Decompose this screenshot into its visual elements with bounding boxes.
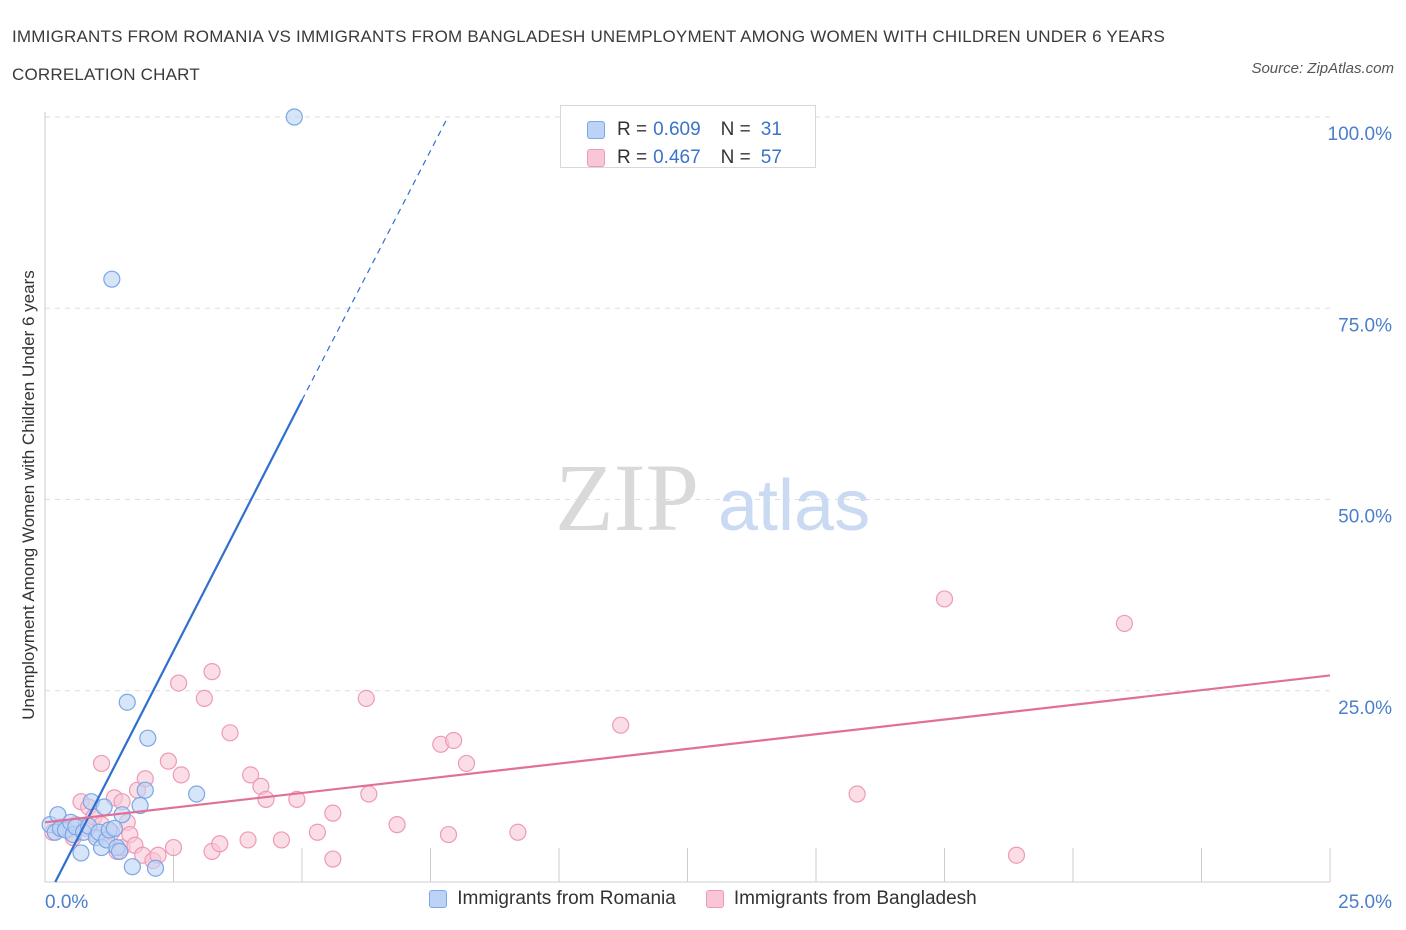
- romania-point: [95, 798, 113, 816]
- bangladesh-point: [388, 816, 406, 834]
- bangladesh-point: [257, 790, 275, 808]
- n-label: N =: [720, 147, 751, 168]
- romania-point: [136, 781, 154, 799]
- bangladesh-point: [457, 754, 476, 773]
- bangladesh-point: [509, 823, 527, 841]
- bangladesh-point: [242, 766, 260, 784]
- romania-point: [72, 844, 90, 862]
- bangladesh-point: [164, 838, 183, 857]
- romania-point: [188, 785, 206, 803]
- r-label: R =: [617, 119, 648, 140]
- bangladesh-point: [445, 731, 463, 750]
- bangladesh-point: [211, 835, 229, 853]
- x-tick-label: 25.0%: [1338, 892, 1392, 913]
- y-tick-label: 25.0%: [1338, 698, 1392, 719]
- bangladesh-point: [288, 790, 306, 808]
- bangladesh-point: [324, 804, 342, 822]
- n-label: N =: [720, 119, 751, 140]
- r-value: 0.609: [653, 119, 701, 140]
- romania-swatch: [587, 121, 605, 139]
- stats-legend: R = 0.609 N = 31 R = 0.467 N = 57: [560, 105, 816, 168]
- bangladesh-point: [92, 754, 111, 773]
- bangladesh-legend-swatch: [705, 890, 724, 908]
- bangladesh-swatch: [587, 149, 605, 167]
- romania-point: [103, 270, 121, 288]
- watermark-zip: ZIP: [555, 444, 699, 551]
- romania-point: [118, 693, 136, 711]
- bangladesh-point: [159, 752, 177, 770]
- trend-lines: [44, 120, 1331, 883]
- x-tick-label: 0.0%: [45, 892, 88, 913]
- y-tick-label: 75.0%: [1338, 315, 1392, 336]
- romania-trend-line: [54, 399, 303, 883]
- n-value: 31: [760, 119, 782, 140]
- r-value: 0.467: [653, 147, 701, 168]
- grid-lines: [45, 116, 1330, 692]
- legend-item-bangladesh[interactable]: Immigrants from Bangladesh: [705, 888, 977, 910]
- bangladesh-point: [239, 831, 257, 849]
- n-value: 57: [760, 147, 782, 168]
- bangladesh-point: [195, 689, 213, 708]
- bangladesh-point: [170, 674, 188, 692]
- romania-point: [123, 858, 141, 876]
- series-legend: Immigrants from Romania Immigrants from …: [0, 888, 1406, 910]
- r-label: R =: [617, 147, 648, 168]
- bangladesh-point: [308, 823, 327, 841]
- stats-row-bangladesh: R = 0.467 N = 57: [587, 144, 782, 172]
- source-label: Source: ZipAtlas.com: [1251, 60, 1394, 77]
- romania-point: [139, 729, 157, 747]
- romania-point: [110, 842, 129, 861]
- bangladesh-point: [935, 590, 954, 608]
- bangladesh-point: [1007, 846, 1026, 864]
- chart-title: IMMIGRANTS FROM ROMANIA VS IMMIGRANTS FR…: [12, 27, 1166, 84]
- legend-label-romania: Immigrants from Romania: [457, 888, 676, 909]
- bangladesh-point: [172, 766, 190, 784]
- y-tick-label: 100.0%: [1328, 124, 1393, 145]
- y-tick-label: 50.0%: [1338, 507, 1392, 528]
- bangladesh-point: [272, 831, 291, 849]
- tick-labels: 25.0% 50.0% 75.0% 100.0% 0.0% 25.0%: [45, 124, 1392, 913]
- series-bangladesh-points: [44, 590, 1134, 870]
- romania-point: [131, 796, 149, 815]
- romania-point: [105, 819, 123, 838]
- romania-point: [285, 108, 303, 126]
- romania-legend-swatch: [429, 890, 448, 908]
- legend-item-romania[interactable]: Immigrants from Romania: [429, 888, 676, 910]
- watermark-atlas: atlas: [718, 466, 870, 546]
- bangladesh-point: [1115, 614, 1134, 633]
- watermark: ZIP atlas: [555, 444, 870, 551]
- bangladesh-point: [357, 689, 375, 708]
- axes: [44, 112, 1331, 883]
- bangladesh-point: [203, 663, 221, 681]
- y-axis-label: Unemployment Among Women with Children U…: [19, 270, 38, 719]
- romania-point: [146, 859, 165, 877]
- bangladesh-point: [221, 724, 239, 742]
- bangladesh-point: [612, 716, 630, 734]
- bangladesh-point: [439, 825, 458, 844]
- bangladesh-trend-line: [44, 674, 1331, 824]
- bangladesh-point: [360, 785, 378, 803]
- legend-label-bangladesh: Immigrants from Bangladesh: [733, 888, 977, 909]
- bangladesh-point: [324, 850, 342, 868]
- romania-trend-extension: [301, 120, 447, 401]
- bangladesh-point: [848, 785, 866, 803]
- stats-row-romania: R = 0.609 N = 31: [587, 116, 782, 144]
